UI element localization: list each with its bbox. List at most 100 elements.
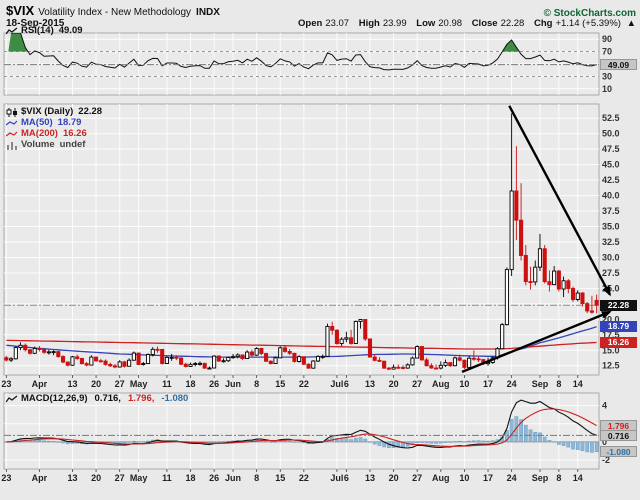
svg-text:13: 13 — [365, 379, 375, 389]
svg-text:11: 11 — [162, 473, 172, 483]
svg-text:6: 6 — [344, 379, 349, 389]
copyright: © StockCharts.com — [543, 8, 636, 19]
low-value: 20.98 — [438, 18, 463, 29]
svg-text:32.5: 32.5 — [602, 237, 620, 247]
svg-text:70: 70 — [602, 47, 612, 57]
rsi-value: 49.09 — [58, 25, 83, 36]
exchange: INDX — [196, 7, 220, 18]
close-value: 22.28 — [500, 18, 525, 29]
volume-label: Volume — [21, 139, 55, 150]
rsi-value-badge: 49.09 — [600, 59, 637, 71]
svg-text:Jun: Jun — [225, 473, 241, 483]
svg-text:Aug: Aug — [432, 379, 450, 389]
svg-text:24: 24 — [507, 473, 517, 483]
indicator-line-icon — [6, 27, 18, 34]
svg-text:10: 10 — [459, 473, 469, 483]
svg-text:23: 23 — [1, 473, 11, 483]
svg-text:6: 6 — [344, 473, 349, 483]
svg-text:20: 20 — [389, 473, 399, 483]
svg-text:20.0: 20.0 — [602, 314, 620, 324]
open-label: Open — [298, 18, 323, 29]
svg-text:4: 4 — [602, 401, 607, 411]
svg-text:10: 10 — [602, 84, 612, 94]
svg-text:15: 15 — [275, 473, 285, 483]
svg-text:30.0: 30.0 — [602, 252, 620, 262]
svg-text:May: May — [130, 473, 148, 483]
macd-hist-badge: -1.080 — [600, 446, 637, 458]
volume-value: undef — [59, 139, 86, 150]
macd-hist-value: -1.080 — [161, 393, 189, 404]
main-symbol-legend: $VIX (Daily) 22.28 — [6, 107, 102, 117]
low-label: Low — [416, 18, 436, 29]
svg-text:18: 18 — [186, 473, 196, 483]
svg-text:8: 8 — [254, 473, 259, 483]
svg-text:50.0: 50.0 — [602, 129, 620, 139]
svg-text:15: 15 — [275, 379, 285, 389]
symbol: $VIX — [6, 3, 35, 18]
svg-text:27: 27 — [115, 473, 125, 483]
svg-text:20: 20 — [389, 379, 399, 389]
symbol-daily-label: $VIX (Daily) — [21, 106, 74, 117]
svg-text:13: 13 — [67, 379, 77, 389]
svg-text:26: 26 — [209, 379, 219, 389]
svg-text:Apr: Apr — [32, 473, 48, 483]
chart-date: 18-Sep-2015 — [6, 18, 65, 29]
svg-text:14: 14 — [573, 473, 583, 483]
svg-text:27: 27 — [412, 379, 422, 389]
svg-text:30: 30 — [602, 71, 612, 81]
macd-signal-value: 1.796, — [127, 393, 155, 404]
svg-text:35.0: 35.0 — [602, 222, 620, 232]
header: $VIX Volatility Index - New Methodology IN… — [6, 2, 220, 20]
ma50-value: 18.79 — [57, 117, 82, 128]
svg-text:May: May — [130, 379, 148, 389]
svg-text:8: 8 — [556, 473, 561, 483]
svg-text:8: 8 — [254, 379, 259, 389]
svg-text:90: 90 — [602, 34, 612, 44]
macd-value: 0.716, — [94, 393, 121, 404]
rsi-legend: RSI(14) 49.09 — [6, 26, 83, 36]
svg-text:45.0: 45.0 — [602, 160, 620, 170]
svg-text:14: 14 — [573, 379, 583, 389]
chg-label: Chg — [533, 18, 553, 29]
macd-line-badge: 0.716 — [600, 429, 637, 441]
svg-text:22: 22 — [299, 473, 309, 483]
svg-text:20: 20 — [91, 473, 101, 483]
ma50-line-icon — [6, 120, 18, 125]
svg-text:8: 8 — [556, 379, 561, 389]
macd-line-icon — [6, 395, 18, 402]
chg-value: +1.14 (+5.39%) — [555, 18, 621, 29]
svg-text:22: 22 — [299, 379, 309, 389]
high-value: 23.99 — [382, 18, 407, 29]
svg-text:13: 13 — [67, 473, 77, 483]
svg-text:17: 17 — [483, 379, 493, 389]
last-price-badge: 22.28 — [600, 299, 637, 311]
svg-text:24: 24 — [507, 379, 517, 389]
rsi-label: RSI(14) — [21, 25, 54, 36]
svg-text:Jul: Jul — [330, 473, 343, 483]
ma200-label: MA(200) — [21, 128, 58, 139]
svg-text:Sep: Sep — [532, 379, 549, 389]
svg-text:Jul: Jul — [330, 379, 343, 389]
svg-text:27.5: 27.5 — [602, 268, 620, 278]
change-up-arrow-icon: ▲ — [626, 18, 636, 29]
svg-text:52.5: 52.5 — [602, 113, 620, 123]
svg-text:20: 20 — [91, 379, 101, 389]
ma200-line-icon — [6, 131, 18, 136]
svg-text:42.5: 42.5 — [602, 175, 620, 185]
ma50-legend: MA(50) 18.79 — [6, 118, 81, 128]
svg-text:23: 23 — [1, 379, 11, 389]
volume-bars-icon — [7, 141, 17, 150]
macd-label: MACD(12,26,9) — [21, 393, 88, 404]
svg-text:Apr: Apr — [32, 379, 48, 389]
high-label: High — [358, 18, 380, 29]
svg-text:37.5: 37.5 — [602, 206, 620, 216]
svg-text:10: 10 — [459, 379, 469, 389]
macd-legend: MACD(12,26,9) 0.716, 1.796, -1.080 — [6, 394, 188, 404]
symbol-name: Volatility Index - New Methodology — [38, 7, 192, 18]
volume-legend: Volume undef — [6, 140, 85, 150]
svg-text:Sep: Sep — [532, 473, 549, 483]
svg-text:47.5: 47.5 — [602, 144, 620, 154]
ma50-label: MA(50) — [21, 117, 53, 128]
